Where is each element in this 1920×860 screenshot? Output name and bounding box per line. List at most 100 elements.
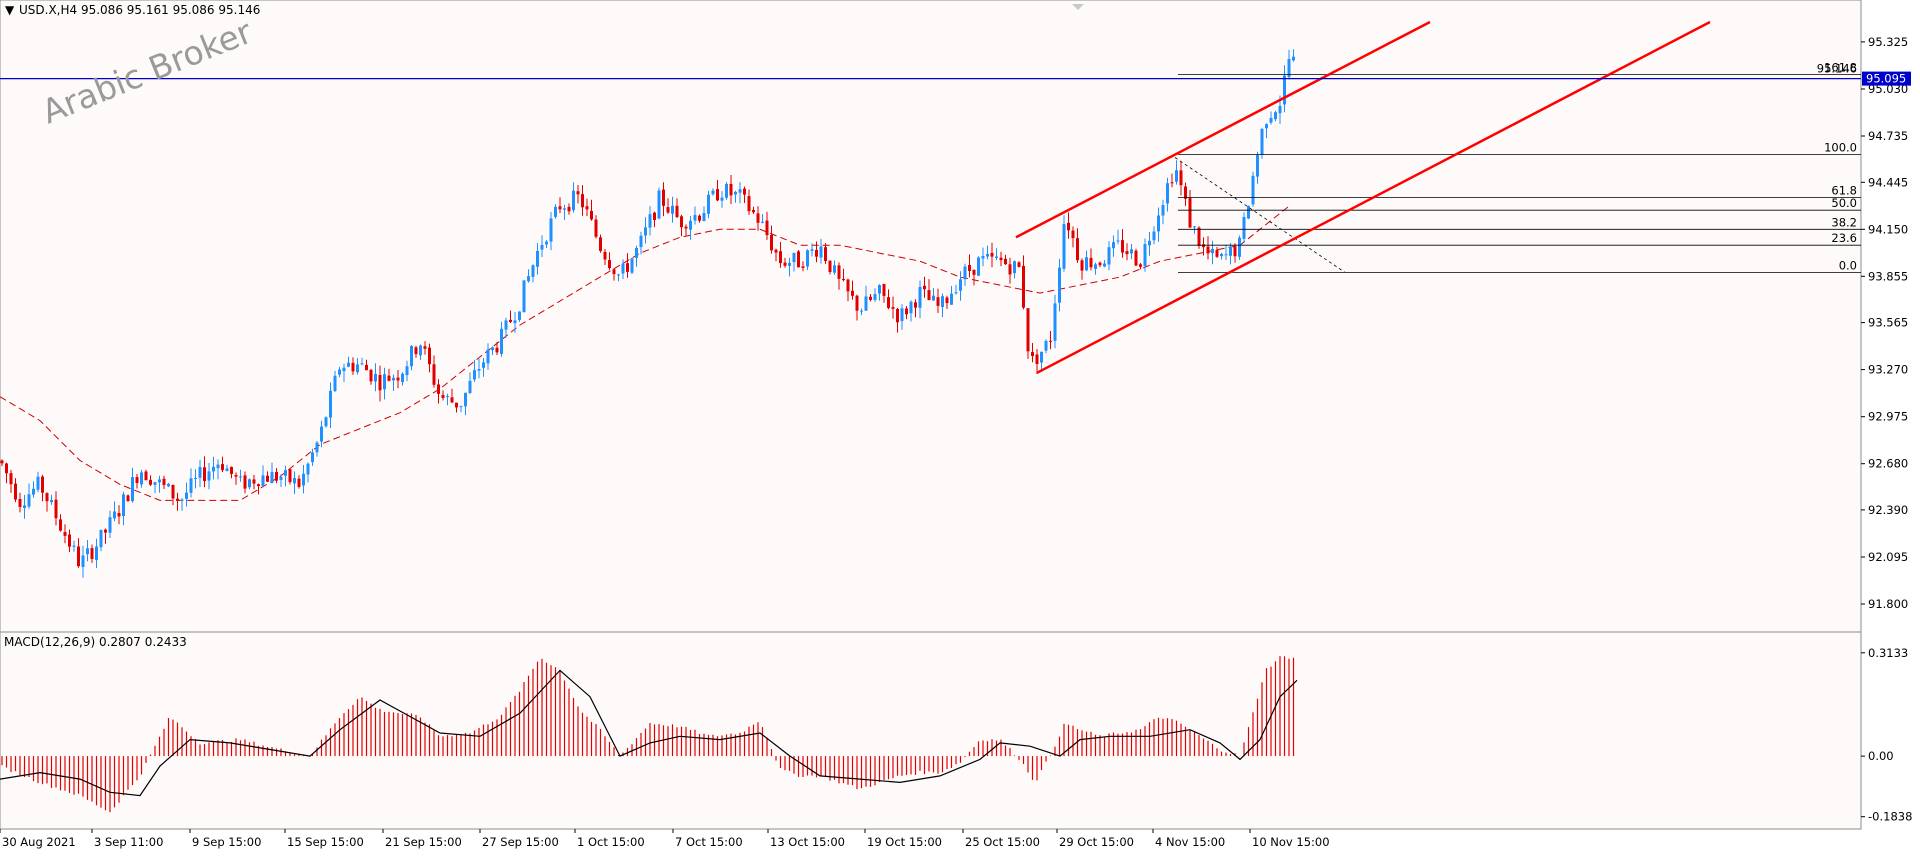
candle-bull	[113, 511, 116, 519]
candle-bull	[644, 227, 647, 236]
candle-bear	[378, 375, 382, 391]
chart-header-arrow[interactable]: ▼	[5, 3, 15, 17]
candle-bear	[824, 247, 827, 261]
candle-bull	[932, 295, 935, 301]
candle-bull	[1193, 226, 1196, 228]
candle-bull	[468, 380, 472, 393]
candle-bull	[819, 246, 823, 258]
candle-bear	[594, 219, 598, 237]
candle-bear	[90, 548, 94, 559]
candle-bull	[1211, 248, 1214, 254]
candle-bear	[698, 215, 701, 221]
candle-bull	[1116, 240, 1120, 242]
candle-bull	[1130, 249, 1133, 254]
candle-bull	[734, 191, 737, 195]
candle-bear	[257, 484, 260, 487]
candle-bear	[599, 237, 602, 251]
macd-layer	[0, 656, 1298, 813]
candle-bear	[923, 285, 926, 290]
candle-bear	[9, 473, 13, 485]
candle-bull	[1224, 254, 1228, 256]
candle-bear	[914, 302, 917, 308]
time-axis-label: 25 Oct 15:00	[965, 835, 1040, 849]
candle-bull	[32, 488, 35, 495]
candle-bear	[783, 262, 787, 266]
candle-bull	[833, 265, 836, 273]
candle-bear	[603, 251, 607, 260]
candle-bear	[729, 183, 733, 196]
candle-bear	[770, 235, 773, 251]
candle-bear	[117, 513, 121, 517]
channel-upper-line[interactable]	[1015, 20, 1431, 239]
candle-bull	[1287, 59, 1291, 77]
fib-level-label: 61.8	[1831, 183, 1857, 197]
candle-bull	[1040, 351, 1043, 363]
candle-bull	[108, 517, 112, 533]
candle-bull	[158, 479, 161, 483]
candle-bear	[747, 196, 751, 212]
fib-retracement-line[interactable]	[1174, 157, 1346, 273]
price-channel[interactable]	[1015, 20, 1711, 374]
candle-bear	[590, 210, 593, 220]
candle-bull	[563, 208, 566, 210]
candle-bull	[1256, 155, 1259, 177]
candle-bear	[297, 478, 301, 487]
candle-bear	[5, 463, 8, 474]
candle-bull	[981, 256, 985, 259]
candle-bear	[779, 251, 782, 264]
fibonacci-levels[interactable]: 161.8 100.0 61.850.0 38.2 23.6 0.0	[1174, 61, 1861, 273]
candle-bull	[23, 505, 26, 508]
candle-bull	[207, 471, 211, 481]
fib-level-label: 100.0	[1824, 140, 1857, 154]
fib-level-label: 161.8	[1824, 61, 1857, 75]
candle-bear	[1125, 251, 1129, 255]
candle-bull	[324, 417, 328, 427]
candle-bear	[243, 475, 247, 489]
candle-bull	[167, 483, 170, 487]
candle-bull	[1269, 117, 1273, 123]
candle-bear	[842, 278, 845, 281]
candle-bull	[1251, 175, 1255, 205]
candle-bull	[909, 301, 913, 314]
candle-bull	[1044, 340, 1048, 351]
candle-bull	[1247, 205, 1250, 219]
candle-bear	[59, 519, 62, 531]
price-tag-box	[1862, 71, 1911, 86]
candle-bull	[788, 262, 791, 266]
candle-bear	[756, 213, 760, 223]
candle-bear	[576, 191, 580, 195]
candle-bear	[567, 206, 571, 212]
candle-bull	[1085, 257, 1088, 271]
candle-bear	[882, 284, 886, 296]
candle-bear	[927, 290, 931, 301]
candle-bear	[1179, 170, 1183, 186]
macd-pane[interactable]	[0, 631, 1862, 830]
candle-bear	[608, 260, 611, 268]
macd-axis-label: -0.1838	[1868, 810, 1912, 824]
candle-bull	[315, 442, 319, 453]
candle-bear	[1188, 198, 1192, 228]
fib-level-label: 38.2	[1831, 215, 1857, 229]
candle-bull	[1220, 253, 1223, 257]
candle-bull	[545, 241, 548, 245]
candle-bear	[162, 478, 166, 485]
candle-bull	[1265, 124, 1268, 129]
candle-bull	[693, 215, 697, 221]
candle-bull	[977, 257, 980, 276]
candle-bull	[527, 276, 530, 282]
channel-lower-line[interactable]	[1036, 20, 1711, 374]
candle-bull	[621, 263, 625, 274]
candle-bull	[459, 406, 463, 408]
candle-bull	[572, 190, 575, 211]
candle-bull	[36, 476, 40, 490]
candle-bull	[950, 293, 953, 305]
chart-shift-marker[interactable]	[1072, 4, 1084, 10]
price-axis-label: 93.565	[1868, 316, 1908, 330]
candle-bull	[1242, 217, 1246, 239]
candle-bull	[702, 213, 706, 222]
time-axis-label: 27 Sep 15:00	[482, 835, 559, 849]
candle-bear	[288, 469, 292, 483]
candle-bear	[1170, 182, 1174, 184]
price-pane[interactable]	[0, 0, 1862, 633]
candle-bear	[441, 395, 445, 398]
